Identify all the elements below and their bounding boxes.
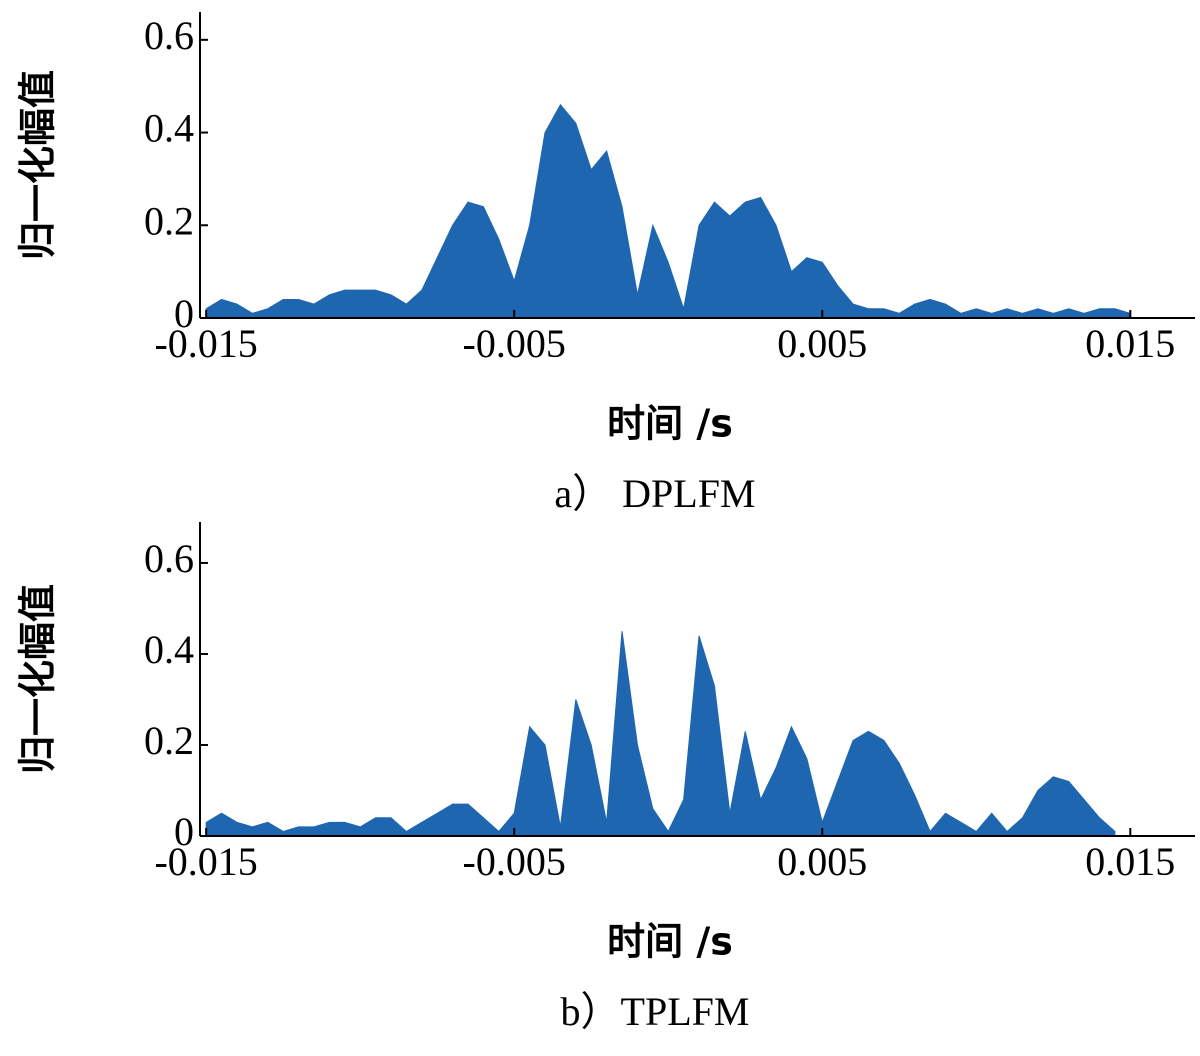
y-axis-label: 归一化幅值 — [16, 70, 60, 260]
y-tick-label: 0.4 — [144, 106, 194, 151]
x-tick-label: 0.005 — [777, 321, 867, 366]
y-tick-label: 0 — [174, 291, 194, 336]
area — [205, 103, 1131, 319]
x-tick-label: -0.015 — [154, 321, 257, 366]
caption: b）TPLFM — [561, 989, 750, 1034]
y-tick-label: 0.2 — [144, 718, 194, 763]
x-axis-label: 时间 /s — [607, 920, 733, 964]
y-tick-label: 0 — [174, 809, 194, 854]
x-tick-label: -0.015 — [154, 839, 257, 884]
y-tick-label: 0.6 — [144, 536, 194, 581]
area — [205, 631, 1116, 837]
x-tick-label: -0.005 — [463, 321, 566, 366]
y-tick-label: 0.4 — [144, 627, 194, 672]
y-tick-label: 0.6 — [144, 13, 194, 58]
y-tick-label: 0.2 — [144, 198, 194, 243]
x-tick-label: -0.005 — [463, 839, 566, 884]
x-tick-label: 0.015 — [1085, 839, 1175, 884]
y-axis-label: 归一化幅值 — [16, 584, 60, 774]
x-tick-label: 0.005 — [777, 839, 867, 884]
x-axis-label: 时间 /s — [607, 402, 733, 446]
caption: a） DPLFM — [554, 471, 755, 516]
x-tick-label: 0.015 — [1085, 321, 1175, 366]
